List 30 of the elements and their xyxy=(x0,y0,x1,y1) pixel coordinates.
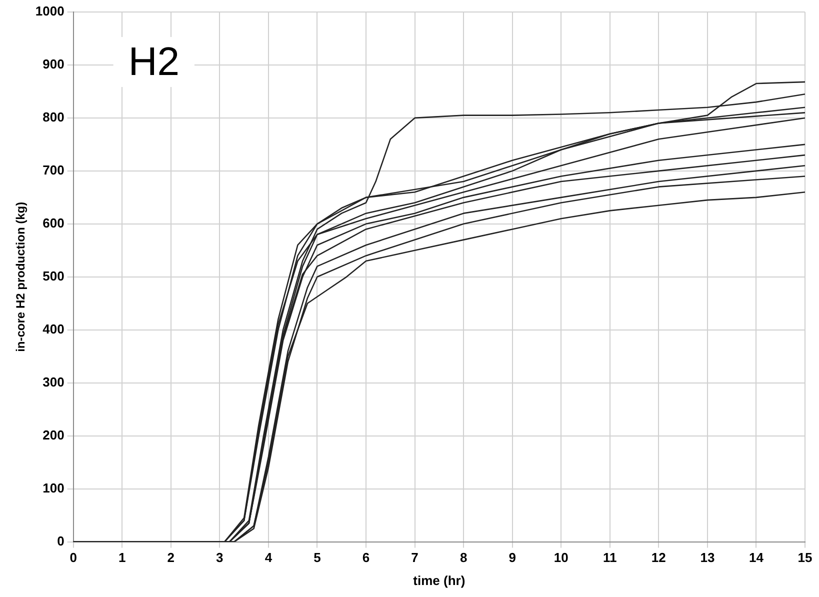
y-tick-label: 0 xyxy=(57,533,64,548)
x-tick-label: 10 xyxy=(554,550,568,566)
y-tick-label: 400 xyxy=(42,321,64,336)
x-tick-label: 2 xyxy=(167,550,174,566)
annotation: H2 xyxy=(128,40,180,84)
y-tick-label: 600 xyxy=(42,216,64,230)
y-tick-label: 500 xyxy=(42,268,64,284)
x-tick-label: 4 xyxy=(264,550,273,566)
x-tick-label: 9 xyxy=(508,550,516,566)
x-tick-label: 6 xyxy=(362,550,370,566)
y-axis-title: in-core H2 production (kg) xyxy=(14,202,28,352)
x-tick-label: 8 xyxy=(460,550,468,566)
x-tick-label: 14 xyxy=(748,550,764,566)
x-axis-title: time (hr) xyxy=(413,572,466,588)
x-tick-label: 12 xyxy=(651,550,666,566)
x-tick-label: 15 xyxy=(798,550,812,566)
x-tick-label: 11 xyxy=(603,550,617,566)
x-tick-label: 1 xyxy=(118,550,126,566)
x-tick-label: 5 xyxy=(314,550,321,566)
x-tick-label: 7 xyxy=(411,550,418,566)
x-tick-label: 13 xyxy=(700,550,715,566)
y-tick-label: 1000 xyxy=(35,4,64,19)
x-tick-label: 3 xyxy=(216,550,224,566)
x-tick-label: 0 xyxy=(70,550,77,566)
y-tick-label: 200 xyxy=(42,427,64,442)
y-tick-label: 800 xyxy=(42,110,64,125)
y-tick-label: 100 xyxy=(42,480,64,496)
y-tick-label: 300 xyxy=(42,374,64,390)
y-tick-label: 700 xyxy=(42,162,64,178)
y-tick-label: 900 xyxy=(42,56,64,72)
